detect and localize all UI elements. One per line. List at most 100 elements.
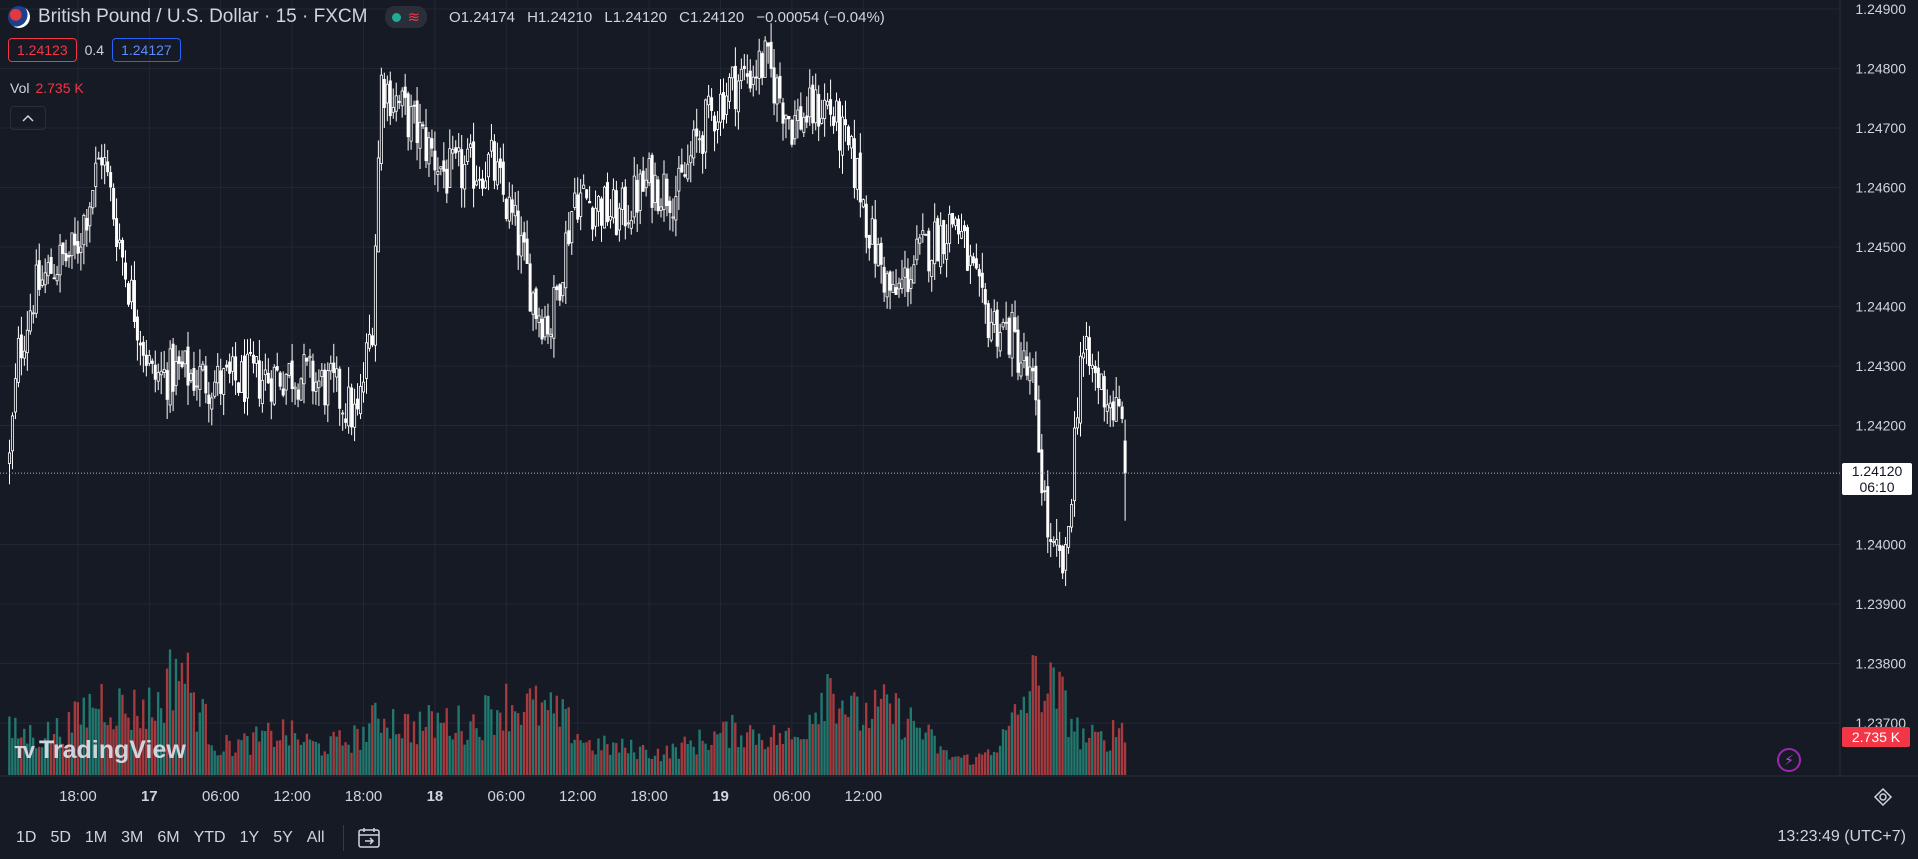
- candle-body: [942, 220, 946, 255]
- candle-body: [558, 284, 562, 301]
- candle-body: [959, 230, 963, 239]
- volume-bar: [23, 728, 26, 775]
- candle-body: [713, 115, 717, 132]
- range-1m-button[interactable]: 1M: [84, 829, 108, 846]
- range-all-button[interactable]: All: [306, 829, 325, 846]
- volume-bar: [296, 739, 300, 775]
- range-3m-button[interactable]: 3M: [121, 829, 144, 846]
- candle-body: [930, 259, 934, 277]
- volume-label[interactable]: Vol: [10, 80, 30, 96]
- volume-bar: [784, 730, 788, 775]
- candle-body: [94, 162, 98, 187]
- volume-bar: [180, 662, 184, 775]
- volume-bar: [939, 746, 942, 775]
- volume-bar: [174, 658, 178, 775]
- volume-bar: [629, 739, 633, 775]
- volume-bar: [287, 745, 291, 775]
- volume-bar: [76, 702, 79, 775]
- timezone-clock[interactable]: 13:23:49 (UTC+7): [1777, 828, 1906, 845]
- volume-bar: [151, 717, 154, 775]
- volume-bar: [534, 685, 538, 775]
- settings-icon[interactable]: [1872, 786, 1894, 808]
- volume-bar: [918, 727, 921, 775]
- volume-bar: [189, 692, 193, 775]
- volume-bar: [231, 756, 234, 775]
- candle-body: [287, 362, 291, 376]
- candle-body: [555, 286, 559, 291]
- range-ytd-button[interactable]: YTD: [193, 829, 226, 846]
- candle-body: [284, 373, 288, 391]
- volume-bar: [94, 708, 97, 775]
- candle-body: [347, 386, 351, 427]
- candle-body: [19, 334, 23, 359]
- volume-bar: [1049, 662, 1052, 775]
- candle-body: [195, 385, 199, 388]
- volume-bar: [805, 739, 808, 775]
- candle-body: [855, 158, 859, 190]
- volume-bar: [954, 756, 957, 775]
- volume-bar: [448, 735, 451, 775]
- volume-bar: [177, 681, 181, 775]
- tradingview-logo[interactable]: ᴛᴠ TradingView: [14, 736, 186, 765]
- volume-bar: [148, 687, 151, 775]
- open-value: 1.24174: [460, 8, 515, 26]
- market-status[interactable]: ≋: [385, 6, 428, 28]
- candle-body: [903, 267, 907, 278]
- candle-body: [921, 230, 925, 236]
- candle-body: [445, 168, 449, 194]
- volume-bar: [615, 743, 618, 775]
- volume-bar: [659, 761, 663, 775]
- collapse-legend-button[interactable]: [10, 106, 46, 130]
- volume-bar: [195, 731, 198, 775]
- candle-body: [954, 218, 958, 227]
- volume-bar: [26, 743, 29, 775]
- volume-bar: [689, 740, 692, 775]
- range-1d-button[interactable]: 1D: [16, 829, 37, 846]
- volume-bar: [79, 724, 82, 775]
- volume-bar: [347, 744, 350, 775]
- candle-body: [698, 138, 702, 141]
- candle-body: [766, 42, 770, 47]
- candle-body: [864, 203, 868, 238]
- range-1y-button[interactable]: 1Y: [239, 829, 260, 846]
- volume-bar: [252, 732, 255, 775]
- price-chart[interactable]: 1.24900 1.24800 1.24700 1.24600 1.24500 1.244…: [0, 0, 1918, 817]
- volume-bar: [112, 729, 115, 775]
- candle-body: [1099, 373, 1103, 390]
- buy-button[interactable]: 1.24127: [112, 38, 181, 62]
- volume-bar: [1079, 749, 1082, 775]
- volume-bar: [1085, 742, 1088, 775]
- volume-bar: [171, 710, 175, 775]
- volume-bar: [308, 739, 312, 775]
- lightning-icon[interactable]: ⚡: [1777, 748, 1801, 772]
- volume-bar: [760, 740, 764, 775]
- candle-body: [91, 189, 95, 209]
- tradingview-logo-icon: ᴛᴠ: [14, 737, 35, 763]
- candle-body: [40, 279, 44, 286]
- candle-body: [460, 149, 464, 189]
- candle-body: [275, 366, 279, 371]
- range-5y-button[interactable]: 5Y: [273, 829, 293, 846]
- price-tick-label: 1.24200: [1855, 418, 1906, 434]
- candle-body: [177, 356, 181, 364]
- volume-bar: [540, 702, 544, 775]
- go-to-date-icon[interactable]: [356, 827, 382, 849]
- candle-body: [1019, 362, 1023, 377]
- volume-bar: [421, 730, 425, 775]
- range-6m-button[interactable]: 6M: [157, 829, 180, 846]
- symbol-title[interactable]: British Pound / U.S. Dollar · 15 · FXCM: [38, 6, 368, 27]
- sell-button[interactable]: 1.24123: [8, 38, 77, 62]
- candle-body: [879, 242, 883, 265]
- candle-body: [335, 368, 339, 378]
- volume-bar: [513, 711, 517, 775]
- candle-body: [421, 124, 425, 127]
- candle-body: [745, 73, 749, 77]
- candle-body: [843, 119, 847, 126]
- candle-body: [873, 219, 877, 264]
- volume-bar: [906, 718, 910, 775]
- volume-bar: [293, 733, 297, 775]
- volume-bar: [225, 734, 228, 775]
- volume-bar: [882, 684, 886, 775]
- range-5d-button[interactable]: 5D: [50, 829, 71, 846]
- candle-body: [22, 350, 26, 359]
